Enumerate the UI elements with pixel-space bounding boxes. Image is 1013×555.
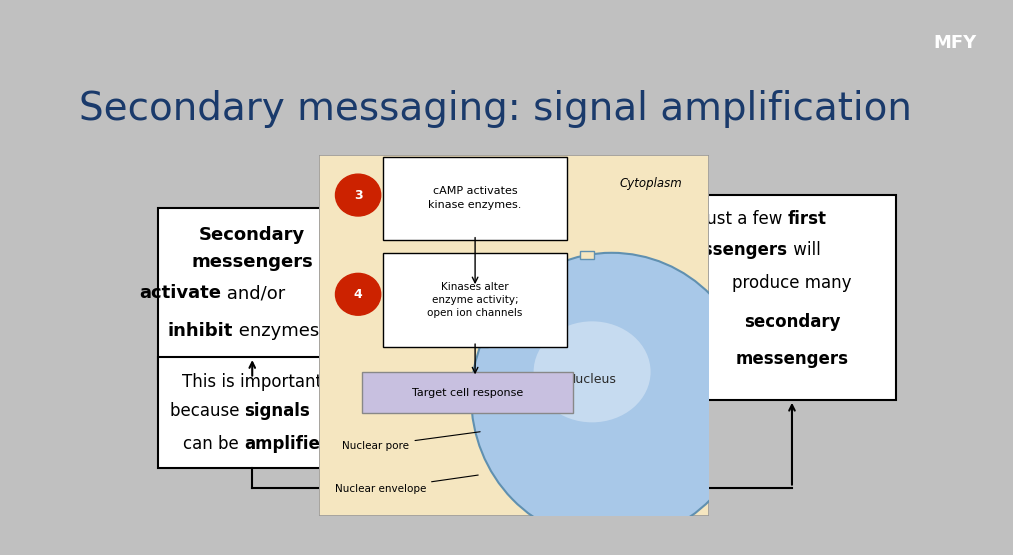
- Circle shape: [335, 174, 381, 216]
- FancyBboxPatch shape: [384, 253, 566, 346]
- Text: and/or: and/or: [221, 284, 285, 302]
- Text: amplified: amplified: [244, 435, 332, 453]
- FancyBboxPatch shape: [465, 380, 479, 389]
- FancyBboxPatch shape: [688, 195, 897, 400]
- Text: Nucleus: Nucleus: [567, 372, 617, 386]
- Text: Secondary: Secondary: [200, 226, 305, 244]
- Text: Nuclear pore: Nuclear pore: [342, 432, 480, 451]
- FancyBboxPatch shape: [580, 251, 595, 259]
- FancyBboxPatch shape: [319, 155, 709, 516]
- FancyBboxPatch shape: [474, 339, 488, 347]
- Text: messengers: messengers: [675, 241, 788, 259]
- Text: cAMP activates
kinase enzymes.: cAMP activates kinase enzymes.: [428, 186, 522, 210]
- Text: Cytoplasm: Cytoplasm: [619, 177, 682, 190]
- Text: will: will: [788, 241, 821, 259]
- Text: secondary: secondary: [744, 313, 840, 331]
- FancyBboxPatch shape: [158, 208, 346, 379]
- Text: messengers: messengers: [735, 350, 849, 368]
- Text: inhibit: inhibit: [167, 322, 233, 340]
- Text: Kinases alter
enzyme activity;
open ion channels: Kinases alter enzyme activity; open ion …: [427, 281, 523, 318]
- Text: Secondary messaging: signal amplification: Secondary messaging: signal amplificatio…: [79, 90, 912, 128]
- Ellipse shape: [471, 253, 752, 542]
- Text: This is important: This is important: [182, 372, 322, 391]
- FancyBboxPatch shape: [158, 357, 346, 468]
- Ellipse shape: [534, 321, 650, 422]
- Text: MFY: MFY: [933, 34, 977, 52]
- Circle shape: [335, 274, 381, 315]
- Text: 4: 4: [354, 288, 363, 301]
- Text: messengers: messengers: [191, 253, 313, 271]
- Text: activate: activate: [139, 284, 221, 302]
- Text: i.e. just a few: i.e. just a few: [672, 210, 788, 229]
- FancyBboxPatch shape: [384, 157, 566, 240]
- Text: Target cell response: Target cell response: [411, 388, 523, 398]
- Text: signals: signals: [244, 401, 310, 420]
- Text: 3: 3: [354, 189, 363, 201]
- Text: because: because: [169, 401, 244, 420]
- Text: can be: can be: [183, 435, 244, 453]
- Text: produce many: produce many: [732, 274, 852, 292]
- Text: enzymes: enzymes: [233, 322, 319, 340]
- FancyBboxPatch shape: [362, 372, 572, 413]
- FancyBboxPatch shape: [535, 268, 548, 276]
- FancyBboxPatch shape: [497, 300, 512, 309]
- Text: Nuclear envelope: Nuclear envelope: [334, 475, 478, 494]
- Text: first: first: [788, 210, 827, 229]
